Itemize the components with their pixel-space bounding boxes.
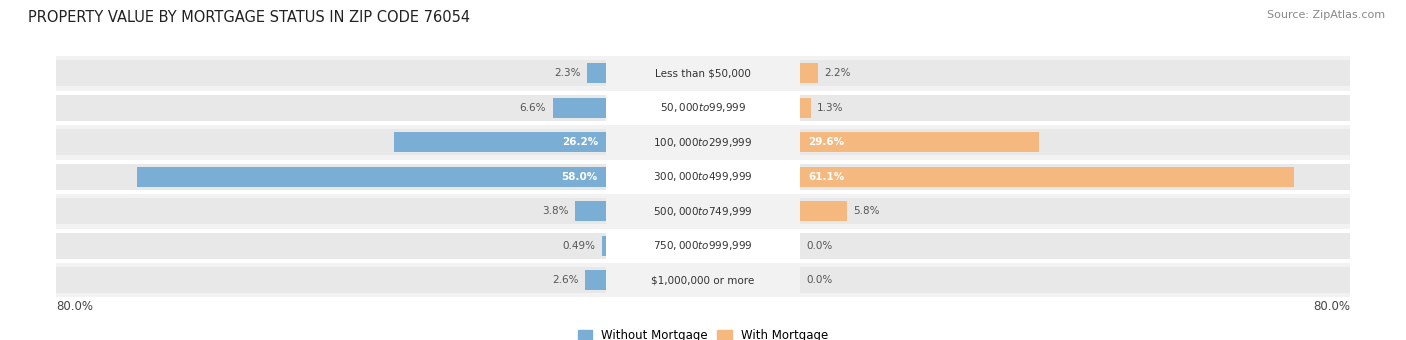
Bar [56, 129, 606, 155]
Bar [56, 60, 606, 86]
Bar [800, 233, 1350, 259]
Text: Source: ZipAtlas.com: Source: ZipAtlas.com [1267, 10, 1385, 20]
Bar [602, 236, 606, 256]
Text: PROPERTY VALUE BY MORTGAGE STATUS IN ZIP CODE 76054: PROPERTY VALUE BY MORTGAGE STATUS IN ZIP… [28, 10, 470, 25]
Legend: Without Mortgage, With Mortgage: Without Mortgage, With Mortgage [574, 325, 832, 340]
Text: 3.8%: 3.8% [543, 206, 569, 216]
Bar [136, 167, 606, 187]
Text: 61.1%: 61.1% [808, 172, 845, 182]
Text: 0.0%: 0.0% [807, 275, 832, 285]
Text: 2.3%: 2.3% [554, 68, 581, 78]
Bar [394, 132, 606, 152]
Text: 1.3%: 1.3% [817, 103, 844, 113]
Text: 2.6%: 2.6% [553, 275, 578, 285]
Bar [553, 98, 606, 118]
Text: 0.0%: 0.0% [807, 241, 832, 251]
Bar [800, 129, 1350, 155]
Bar [56, 267, 606, 293]
Bar [56, 194, 1350, 228]
Text: 58.0%: 58.0% [561, 172, 598, 182]
Text: 80.0%: 80.0% [56, 300, 93, 313]
Bar [800, 132, 1039, 152]
Bar [800, 63, 818, 83]
Bar [800, 198, 1350, 224]
Text: 6.6%: 6.6% [520, 103, 546, 113]
Bar [800, 60, 1350, 86]
Bar [56, 90, 1350, 125]
Bar [800, 95, 1350, 121]
Bar [800, 164, 1350, 190]
Text: 26.2%: 26.2% [561, 137, 598, 147]
Bar [56, 125, 1350, 159]
Bar [575, 201, 606, 221]
Bar [800, 167, 1294, 187]
Text: 80.0%: 80.0% [1313, 300, 1350, 313]
Text: 5.8%: 5.8% [853, 206, 880, 216]
Bar [800, 201, 846, 221]
Text: Less than $50,000: Less than $50,000 [655, 68, 751, 78]
Bar [800, 98, 810, 118]
Text: 0.49%: 0.49% [562, 241, 596, 251]
Bar [56, 198, 606, 224]
Text: $50,000 to $99,999: $50,000 to $99,999 [659, 101, 747, 114]
Bar [56, 159, 1350, 194]
Bar [56, 233, 606, 259]
Bar [800, 267, 1350, 293]
Text: $1,000,000 or more: $1,000,000 or more [651, 275, 755, 285]
Bar [585, 270, 606, 290]
Text: $750,000 to $999,999: $750,000 to $999,999 [654, 239, 752, 252]
Text: $100,000 to $299,999: $100,000 to $299,999 [654, 136, 752, 149]
Text: 29.6%: 29.6% [808, 137, 844, 147]
Bar [56, 95, 606, 121]
Text: $500,000 to $749,999: $500,000 to $749,999 [654, 205, 752, 218]
Bar [56, 164, 606, 190]
Bar [56, 228, 1350, 263]
Text: $300,000 to $499,999: $300,000 to $499,999 [654, 170, 752, 183]
Bar [56, 56, 1350, 90]
Text: 2.2%: 2.2% [824, 68, 851, 78]
Bar [56, 263, 1350, 298]
Bar [588, 63, 606, 83]
